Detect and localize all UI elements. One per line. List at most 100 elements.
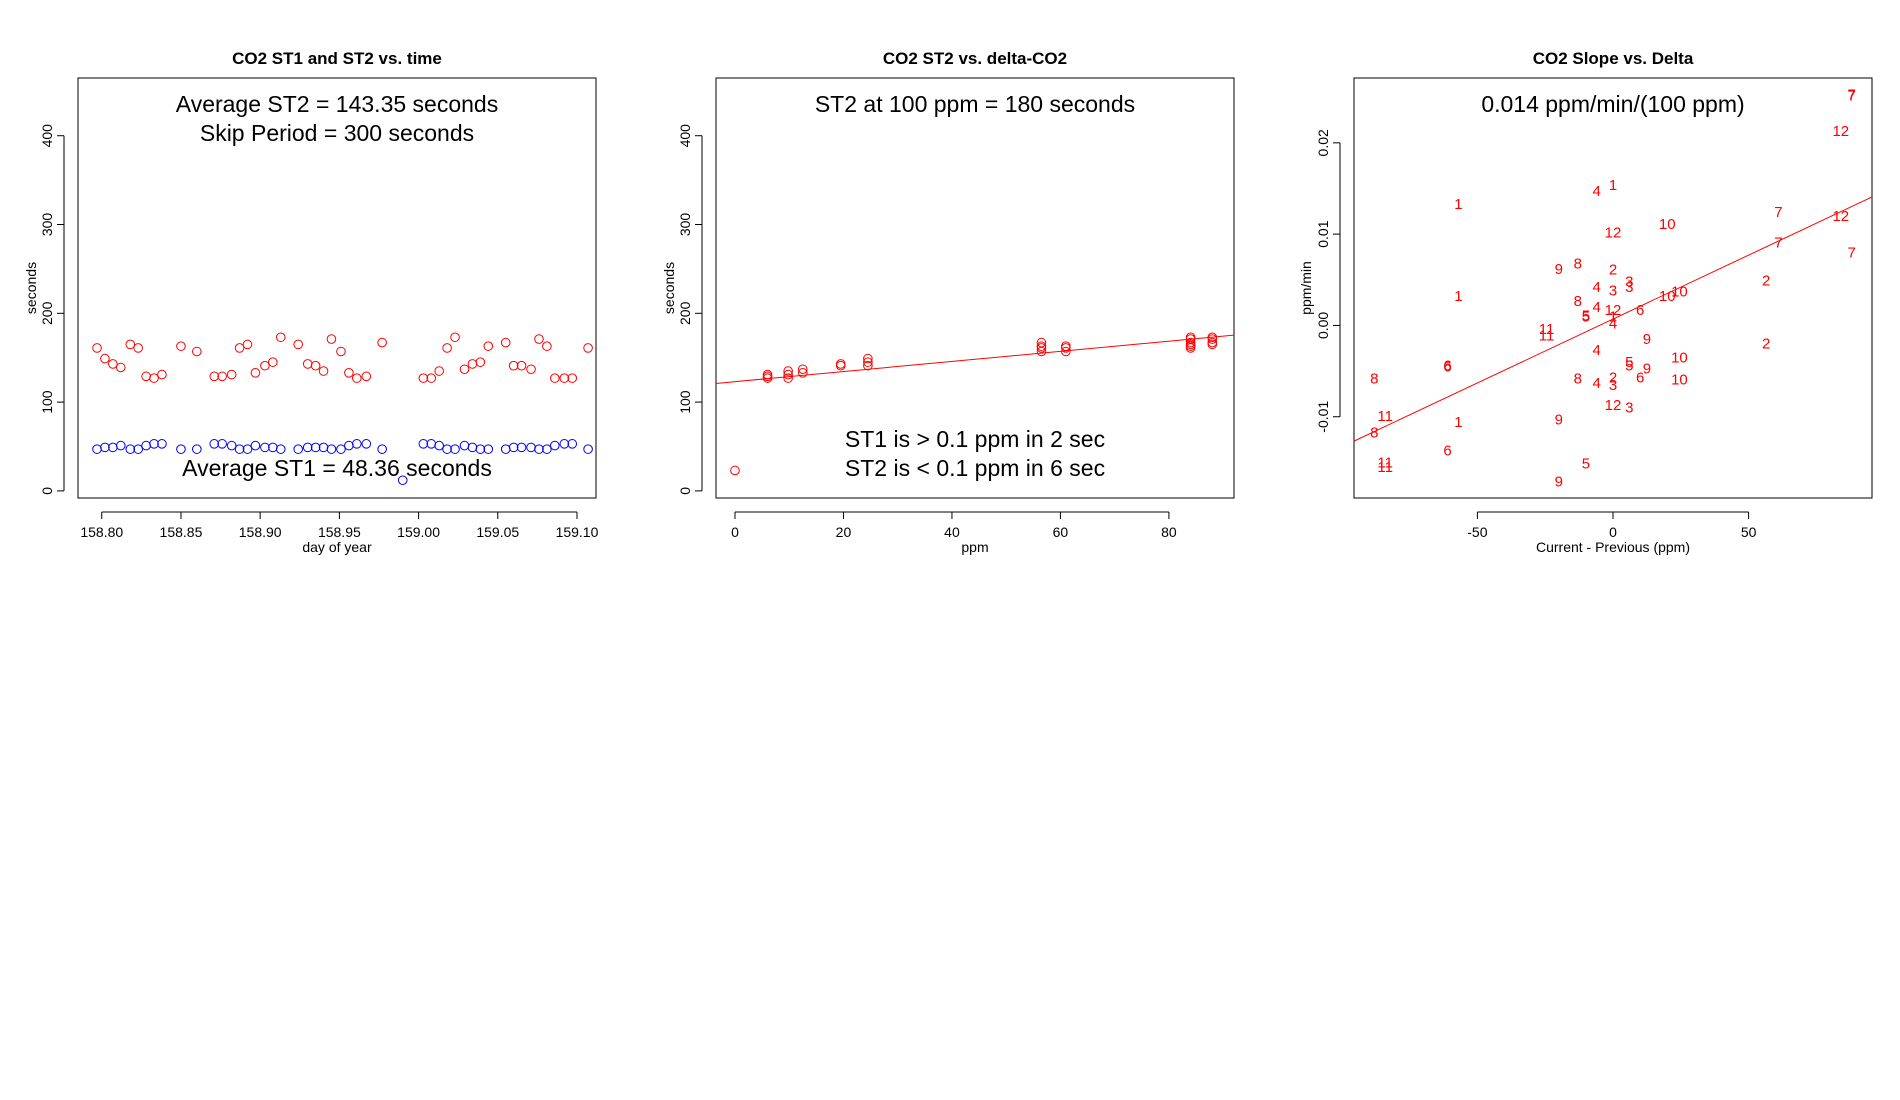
data-point xyxy=(835,359,846,369)
data-point xyxy=(108,442,118,453)
data-point xyxy=(92,444,102,454)
data-point-label: 6 xyxy=(1636,302,1644,319)
data-point xyxy=(559,439,570,449)
data-point xyxy=(302,359,313,369)
annotation-avg-st2: Average ST2 = 143.35 seconds xyxy=(176,91,498,117)
data-point xyxy=(475,444,486,454)
x-tick-label: -50 xyxy=(1467,524,1487,540)
data-point-label: 3 xyxy=(1625,279,1633,296)
x-tick-label: 60 xyxy=(1053,524,1069,540)
data-point xyxy=(242,444,253,454)
data-point-label: 8 xyxy=(1370,424,1378,441)
data-point-label: 5 xyxy=(1582,455,1590,472)
data-point xyxy=(1207,337,1218,348)
data-point xyxy=(149,373,159,383)
data-point xyxy=(459,364,470,375)
annotation-st1-threshold: ST1 is > 0.1 ppm in 2 sec xyxy=(845,426,1105,452)
data-point xyxy=(863,357,873,367)
data-point xyxy=(534,444,544,454)
data-point-label: 8 xyxy=(1574,293,1582,310)
data-point xyxy=(583,343,593,353)
data-point xyxy=(762,369,773,380)
data-point-label: 7 xyxy=(1847,244,1855,261)
data-point xyxy=(108,359,118,369)
data-point xyxy=(92,343,102,353)
data-point xyxy=(242,339,253,350)
data-point xyxy=(234,444,245,454)
regression-line xyxy=(1353,196,1873,442)
data-point-label: 1 xyxy=(1609,177,1617,194)
data-point xyxy=(1207,332,1218,343)
data-point xyxy=(418,439,429,449)
data-point xyxy=(467,442,478,453)
panel-title: CO2 Slope vs. Delta xyxy=(1533,49,1694,68)
data-point xyxy=(318,366,329,376)
regression-line xyxy=(715,334,1235,384)
y-tick-label: 100 xyxy=(39,390,55,414)
data-marks xyxy=(715,332,1235,476)
data-point-label: 9 xyxy=(1643,360,1651,377)
data-point xyxy=(217,371,227,382)
data-point xyxy=(483,444,494,454)
data-point-label: 6 xyxy=(1443,359,1451,376)
y-tick-label: 0.01 xyxy=(1315,220,1331,247)
y-tick-label: 200 xyxy=(677,301,693,325)
panel-title: CO2 ST1 and ST2 vs. time xyxy=(232,49,442,68)
x-tick-label: 158.90 xyxy=(239,524,282,540)
data-point xyxy=(559,373,570,383)
data-point-label: 12 xyxy=(1605,302,1622,319)
data-point xyxy=(100,353,110,364)
data-point xyxy=(567,373,578,383)
data-point-label: 11 xyxy=(1377,454,1393,471)
data-point xyxy=(377,337,387,348)
panel-slope: CO2 Slope vs. Delta -50 0 50 -0.01 0.00 0.01 0… xyxy=(1298,49,1873,555)
data-point xyxy=(418,373,429,383)
data-point xyxy=(361,371,372,382)
data-point xyxy=(250,440,261,451)
data-point xyxy=(326,334,337,344)
data-point-label: 4 xyxy=(1593,342,1601,359)
data-point xyxy=(326,444,337,454)
data-point-label: 5 xyxy=(1582,308,1590,325)
data-point xyxy=(467,359,478,369)
plot-frame xyxy=(77,77,597,499)
data-point xyxy=(352,373,362,383)
data-point-label: 8 xyxy=(1370,370,1378,387)
data-point-label: 10 xyxy=(1671,284,1688,301)
data-point-label: 2 xyxy=(1609,369,1617,386)
data-point-label: 11 xyxy=(1539,327,1555,344)
x-tick-label: 40 xyxy=(944,524,960,540)
data-point-label: 12 xyxy=(1832,123,1849,140)
data-point-label: 2 xyxy=(1609,262,1617,279)
y-tick-label: -0.01 xyxy=(1315,401,1331,433)
data-point-label: 4 xyxy=(1609,316,1617,333)
data-point xyxy=(157,439,167,449)
y-tick-label: 400 xyxy=(39,124,55,148)
y-axis-label: seconds xyxy=(23,262,39,314)
data-point-label: 1 xyxy=(1609,308,1617,325)
data-point xyxy=(434,366,444,376)
data-point xyxy=(500,337,511,348)
data-point-label: 3 xyxy=(1609,377,1617,394)
data-point xyxy=(226,440,237,451)
data-point-label: 4 xyxy=(1593,279,1601,296)
data-point-label: 9 xyxy=(1643,331,1651,348)
data-point xyxy=(550,373,560,383)
data-point-label: 4 xyxy=(1593,183,1601,200)
plot-frame xyxy=(1353,77,1873,499)
x-tick-label: 158.85 xyxy=(160,524,203,540)
data-point xyxy=(483,341,494,351)
data-point-label: 6 xyxy=(1443,443,1451,460)
data-point-label: 9 xyxy=(1555,474,1563,491)
data-point xyxy=(863,353,873,364)
data-point-label: 1 xyxy=(1454,288,1462,305)
data-point xyxy=(260,360,270,371)
data-point xyxy=(209,439,220,449)
data-point xyxy=(352,439,362,449)
data-point xyxy=(526,364,536,375)
data-point xyxy=(534,334,544,344)
data-point xyxy=(783,369,793,380)
data-point xyxy=(1036,337,1047,348)
